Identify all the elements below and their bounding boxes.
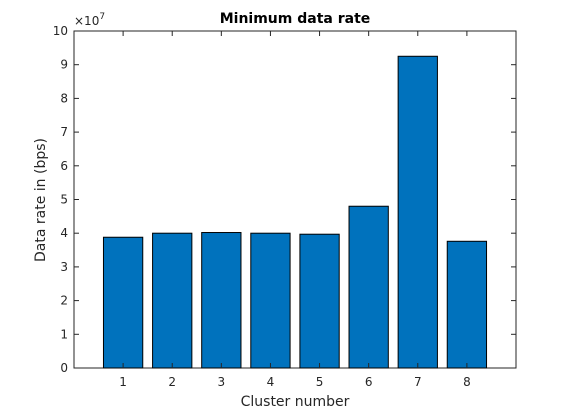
x-tick-label: 4 bbox=[267, 375, 275, 389]
y-tick-label: 9 bbox=[60, 58, 68, 72]
bar-cluster-8 bbox=[446, 240, 488, 369]
x-tick-label: 6 bbox=[365, 375, 373, 389]
bar-cluster-1 bbox=[102, 236, 144, 369]
y-tick-label: 5 bbox=[60, 193, 68, 207]
y-tick-label: 3 bbox=[60, 260, 68, 274]
bar-cluster-5 bbox=[299, 233, 340, 369]
x-tick-label: 8 bbox=[463, 375, 471, 389]
y-tick-label: 7 bbox=[60, 125, 68, 139]
y-axis-title: Data rate in (bps) bbox=[33, 138, 49, 262]
chart-title: Minimum data rate bbox=[220, 11, 371, 27]
x-tick-label: 1 bbox=[119, 375, 127, 389]
y-tick-label: 6 bbox=[60, 159, 68, 173]
x-tick-label: 7 bbox=[414, 375, 422, 389]
bar-cluster-2 bbox=[152, 232, 193, 369]
bar-cluster-6 bbox=[348, 205, 389, 369]
bar-cluster-7 bbox=[397, 55, 438, 369]
x-tick-label: 3 bbox=[218, 375, 226, 389]
y-tick-label: 2 bbox=[60, 294, 68, 308]
y-multiplier-label: ×107 bbox=[74, 12, 105, 28]
y-tick-label: 0 bbox=[60, 361, 68, 375]
x-tick-label: 5 bbox=[316, 375, 324, 389]
bar-cluster-3 bbox=[201, 232, 242, 369]
y-tick-label: 8 bbox=[60, 91, 68, 105]
y-tick-label: 4 bbox=[60, 226, 68, 240]
x-tick-label: 2 bbox=[168, 375, 176, 389]
y-multiplier-exponent: 7 bbox=[99, 12, 105, 22]
x-axis-title: Cluster number bbox=[241, 394, 350, 410]
y-tick-label: 1 bbox=[60, 327, 68, 341]
y-tick-label: 10 bbox=[53, 24, 68, 38]
bar-cluster-4 bbox=[250, 232, 291, 369]
